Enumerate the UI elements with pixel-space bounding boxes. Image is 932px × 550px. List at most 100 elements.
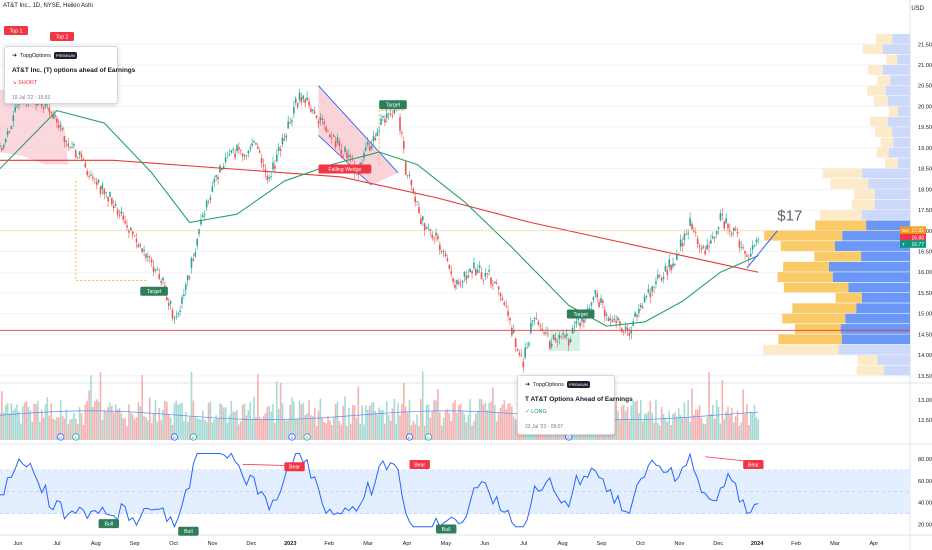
target-label-bg — [566, 309, 595, 319]
profile-bar-sell — [822, 168, 863, 179]
candle-body — [114, 204, 117, 206]
volume-bar — [69, 419, 71, 440]
candle-body — [628, 332, 631, 336]
rsi-bear-label-bg — [743, 460, 764, 470]
candle-body — [4, 138, 7, 143]
candle-body — [639, 304, 642, 308]
candle-body — [306, 97, 308, 101]
candle-body — [145, 253, 147, 258]
candle-body — [603, 309, 606, 317]
volume-bar — [177, 404, 180, 440]
earnings-marker: E — [192, 435, 195, 440]
candle-body — [357, 172, 360, 176]
volume-bar — [192, 400, 195, 440]
volume-bar — [158, 408, 161, 440]
volume-bar — [657, 423, 659, 440]
candle-body — [406, 175, 409, 176]
candle-body — [548, 341, 551, 349]
candle-body — [541, 328, 544, 331]
volume-bar — [406, 412, 409, 440]
volume-bar — [715, 400, 718, 440]
volume-bar — [152, 413, 155, 440]
volume-bar — [619, 420, 621, 440]
volume-bar — [685, 417, 688, 440]
volume-bar — [52, 418, 54, 440]
time-tick: Feb — [791, 541, 801, 547]
rsi-bear-label-bg — [409, 460, 430, 470]
volume-bar — [512, 416, 515, 440]
idea-card-short[interactable]: ➜ TopgOptions PREMIUM AT&T Inc. (T) option… — [4, 46, 136, 104]
volume-bar — [693, 415, 695, 440]
profile-bar-sell — [869, 116, 888, 127]
profile-bar-sell — [867, 65, 883, 75]
profile-bar-buy — [892, 127, 910, 137]
volume-bar — [2, 412, 5, 440]
candle-body — [609, 318, 612, 320]
rsi-tick: 40.00 — [918, 501, 932, 507]
volume-bar — [75, 418, 77, 440]
volume-bar — [446, 408, 449, 440]
volume-bar — [82, 424, 85, 440]
profile-bar-sell — [862, 44, 883, 55]
wedge-line — [318, 135, 372, 186]
volume-bar — [65, 409, 68, 440]
volume-bar — [266, 406, 269, 440]
volume-bar — [700, 417, 703, 440]
volume-bar — [628, 420, 631, 440]
candle-body — [368, 146, 371, 151]
price-tick: 17.50 — [918, 208, 932, 214]
idea-brand: TopgOptions — [20, 52, 51, 59]
volume-bar — [734, 416, 737, 440]
volume-bar — [342, 405, 344, 440]
idea-card-long[interactable]: ➜ TopgOptions PREMIUM T AT&T Options Ahead… — [517, 375, 633, 435]
candle-body — [566, 334, 568, 336]
volume-bar — [357, 386, 360, 440]
volume-bar — [200, 419, 202, 440]
volume-bar — [230, 400, 233, 440]
volume-bar — [439, 412, 441, 440]
candle-body — [315, 115, 318, 118]
profile-bar-buy — [887, 116, 910, 127]
volume-bar — [171, 424, 174, 440]
candle-body — [518, 352, 521, 355]
candle-body — [488, 269, 490, 272]
candle-body — [410, 180, 413, 186]
wedge-shade — [318, 85, 399, 186]
time-tick: 2024 — [751, 541, 764, 547]
candle-body — [255, 142, 257, 145]
volume-bar — [387, 414, 390, 440]
volume-bar — [643, 413, 646, 440]
volume-bar — [23, 402, 26, 440]
volume-bar — [313, 408, 316, 440]
candle-body — [418, 207, 420, 214]
candle-body — [600, 298, 602, 303]
candle-body — [556, 341, 559, 343]
candle-body — [332, 135, 335, 137]
idea-title: AT&T Inc. (T) options ahead of Earnings — [12, 67, 136, 74]
candle-body — [139, 244, 142, 246]
volume-bar — [4, 405, 7, 440]
rsi-bear-label: Bear — [414, 462, 425, 468]
volume-tick: 13.00 — [918, 398, 932, 404]
volume-bar — [304, 415, 307, 440]
candle-body — [40, 103, 43, 107]
volume-bar — [317, 410, 320, 440]
time-tick: Mar — [363, 541, 373, 547]
candle-body — [321, 118, 324, 121]
candle-body — [0, 145, 1, 147]
volume-bar — [374, 410, 377, 440]
candle-body — [516, 348, 519, 351]
volume-bar — [88, 390, 90, 440]
volume-bar — [499, 407, 502, 440]
candle-body — [130, 227, 132, 231]
candle-body — [687, 233, 689, 234]
profile-bar-buy — [897, 54, 910, 65]
candle-body — [435, 232, 437, 236]
candle-body — [131, 231, 134, 235]
candle-body — [427, 226, 430, 228]
candle-body — [312, 109, 314, 111]
volume-bar — [368, 405, 371, 440]
volume-bar — [253, 396, 255, 440]
volume-bar — [370, 403, 373, 440]
